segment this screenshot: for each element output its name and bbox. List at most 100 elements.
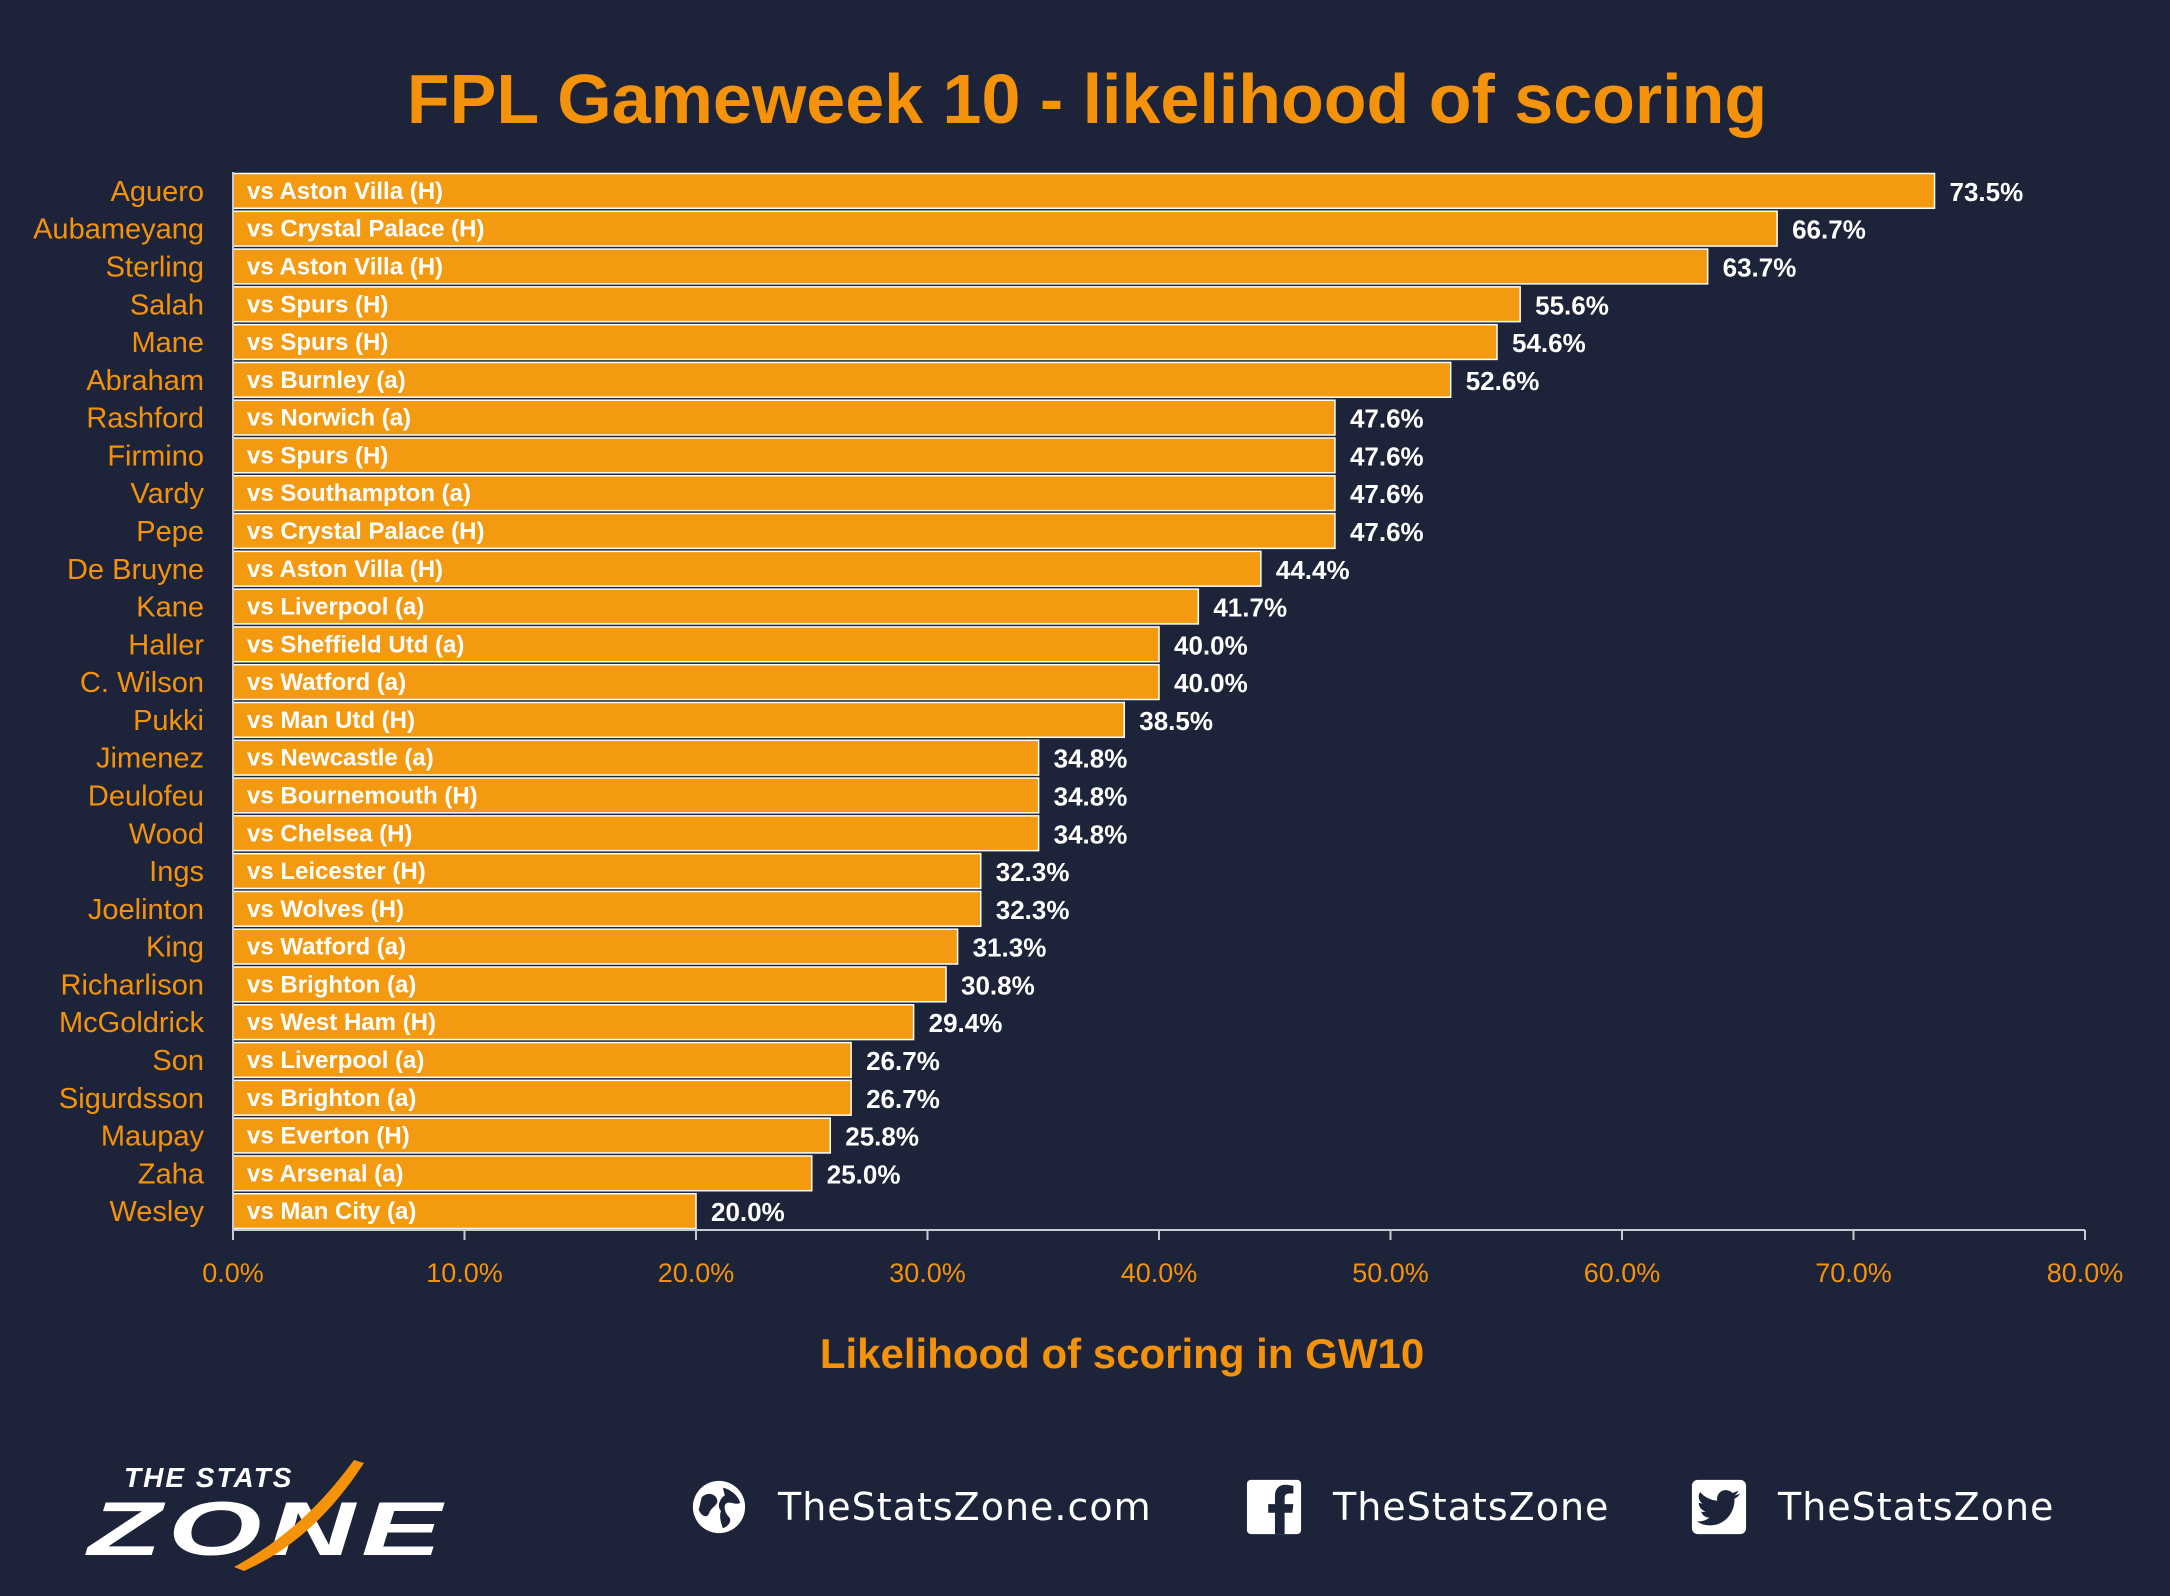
bar-row: Pukki vs Man Utd (H) 38.5% (133, 701, 1213, 739)
value-label: 63.7% (1723, 252, 1797, 282)
x-tick-label: 60.0% (1584, 1258, 1661, 1288)
bar-row: Sigurdsson vs Brighton (a) 26.7% (59, 1079, 940, 1116)
fixture-label: vs Wolves (H) (247, 896, 404, 923)
bar-row: Jimenez vs Newcastle (a) 34.8% (96, 739, 1127, 776)
category-label: Deulofeu (88, 780, 204, 812)
bar-row: Haller vs Sheffield Utd (a) 40.0% (128, 626, 1248, 663)
category-label: Abraham (86, 365, 204, 397)
value-label: 47.6% (1350, 479, 1424, 509)
bar (232, 437, 1336, 474)
value-label: 32.3% (996, 857, 1070, 887)
fixture-label: vs Crystal Palace (H) (247, 518, 484, 545)
the-stats-zone-logo: THE STATS ZONE (85, 1460, 444, 1572)
fixture-label: vs Brighton (a) (247, 1085, 416, 1112)
fixture-label: vs Liverpool (a) (247, 594, 424, 621)
category-label: Mane (131, 327, 204, 359)
fixture-label: vs Southampton (a) (247, 480, 471, 507)
logo-swoosh (234, 1460, 364, 1571)
fixture-label: vs Bournemouth (H) (247, 782, 478, 809)
value-label: 47.6% (1350, 517, 1424, 547)
bar (232, 323, 1498, 361)
value-label: 41.7% (1213, 593, 1287, 623)
category-label: McGoldrick (59, 1007, 205, 1039)
category-label: Rashford (86, 403, 204, 435)
category-label: De Bruyne (67, 554, 204, 586)
category-label: Richarlison (61, 969, 204, 1001)
category-label: Vardy (130, 478, 204, 510)
fixture-label: vs Watford (a) (247, 669, 406, 696)
category-label: Pukki (133, 705, 204, 737)
bar (232, 512, 1336, 550)
bar-row: Rashford vs Norwich (a) 47.6% (86, 399, 1424, 436)
fixture-label: vs Liverpool (a) (247, 1047, 424, 1074)
bar (232, 1155, 813, 1192)
bar (232, 626, 1160, 663)
bar (232, 1117, 832, 1154)
category-label: Son (152, 1045, 204, 1077)
twitter-icon (1691, 1479, 1747, 1535)
x-tick-label: 20.0% (658, 1258, 735, 1288)
value-label: 26.7% (866, 1046, 940, 1076)
value-label: 34.8% (1054, 781, 1128, 811)
value-label: 40.0% (1174, 668, 1248, 698)
bar (232, 361, 1452, 398)
value-label: 38.5% (1139, 706, 1213, 736)
category-label: Ings (149, 856, 204, 888)
bar-row: Firmino vs Spurs (H) 47.6% (107, 437, 1424, 474)
logo-text-top: THE STATS (124, 1462, 293, 1493)
fixture-label: vs Spurs (H) (247, 291, 388, 318)
bar (232, 550, 1262, 587)
bars-layer: Aguero vs Aston Villa (H) 73.5% Aubameyang v… (33, 172, 2024, 1230)
value-label: 73.5% (1950, 177, 2024, 207)
category-label: Salah (130, 289, 204, 321)
category-label: Aguero (110, 176, 204, 208)
bar-row: Wood vs Chelsea (H) 34.8% (129, 815, 1128, 852)
bar-row: Wesley vs Man City (a) 20.0% (109, 1192, 785, 1230)
bar-chart: FPL Gameweek 10 - likelihood of scoring … (33, 60, 2123, 1377)
bar-row: Deulofeu vs Bournemouth (H) 34.8% (88, 777, 1128, 814)
twitter-link[interactable]: TheStatsZone (1690, 1472, 2054, 1542)
fixture-label: vs Man City (a) (247, 1198, 416, 1225)
value-label: 54.6% (1512, 328, 1586, 358)
x-axis-label: Likelihood of scoring in GW10 (820, 1330, 1424, 1377)
fixture-label: vs Sheffield Utd (a) (247, 631, 464, 658)
website-link[interactable]: TheStatsZone.com (690, 1472, 1152, 1542)
value-label: 47.6% (1350, 404, 1424, 434)
fixture-label: vs Chelsea (H) (247, 820, 412, 847)
category-label: King (146, 932, 204, 964)
bar-row: Maupay vs Everton (H) 25.8% (101, 1117, 919, 1154)
value-label: 47.6% (1350, 441, 1424, 471)
globe-icon (692, 1480, 746, 1534)
fixture-label: vs Aston Villa (H) (247, 556, 443, 583)
category-label: Sigurdsson (59, 1083, 204, 1115)
category-label: Jimenez (96, 743, 204, 775)
bar-row: Aubameyang vs Crystal Palace (H) 66.7% (33, 210, 1866, 247)
chart-title: FPL Gameweek 10 - likelihood of scoring (407, 60, 1767, 138)
facebook-icon (1246, 1479, 1302, 1535)
bar (232, 815, 1040, 852)
fixture-label: vs Spurs (H) (247, 442, 388, 469)
fixture-label: vs Everton (H) (247, 1123, 410, 1150)
bar-row: Ings vs Leicester (H) 32.3% (149, 852, 1070, 890)
bar (232, 286, 1521, 323)
category-label: Maupay (101, 1121, 205, 1153)
bar-row: King vs Watford (a) 31.3% (146, 928, 1046, 965)
x-tick-label: 30.0% (889, 1258, 966, 1288)
value-label: 25.0% (827, 1159, 901, 1189)
value-label: 26.7% (866, 1084, 940, 1114)
value-label: 55.6% (1535, 290, 1609, 320)
x-tick-label: 70.0% (1815, 1258, 1892, 1288)
value-label: 34.8% (1054, 819, 1128, 849)
bar (232, 210, 1778, 247)
bar-row: Son vs Liverpool (a) 26.7% (152, 1041, 940, 1079)
bar-row: Kane vs Liverpool (a) 41.7% (136, 588, 1287, 625)
x-tick-label: 10.0% (426, 1258, 503, 1288)
bar (232, 739, 1040, 776)
category-label: Joelinton (88, 894, 204, 926)
twitter-handle: TheStatsZone (1778, 1485, 2055, 1529)
fixture-label: vs Arsenal (a) (247, 1160, 404, 1187)
category-label: C. Wilson (80, 667, 204, 699)
facebook-link[interactable]: TheStatsZone (1245, 1472, 1609, 1542)
fixture-label: vs Burnley (a) (247, 367, 406, 394)
